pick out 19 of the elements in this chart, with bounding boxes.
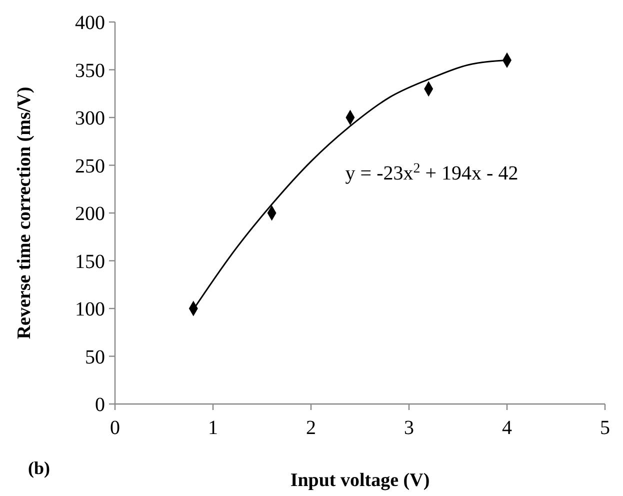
y-tick-label: 100 [75,298,105,320]
y-tick-label: 250 [75,155,105,178]
y-tick-label: 200 [75,203,105,225]
y-tick-label: 150 [75,250,105,273]
x-tick-label: 0 [110,417,120,439]
y-axis-title: Reverse time correction (ms/V) [14,86,35,340]
x-axis-title: Input voltage (V) [290,470,430,491]
annotation: y = -23x$^{2}$ + 194x - 42 [345,161,518,185]
x-tick-label: 5 [600,417,610,439]
y-tick-label: 0 [95,394,105,416]
x-tick-label: 3 [404,417,414,439]
x-tick-label: 4 [502,417,512,439]
x-tick-label: 1 [208,417,218,439]
y-tick-label: 50 [85,346,105,368]
y-tick-label: 400 [75,12,105,34]
y-tick-label: 300 [75,108,105,130]
x-tick-label: 2 [306,417,316,439]
y-tick-label: 350 [75,60,105,82]
text: (b) [28,458,50,478]
